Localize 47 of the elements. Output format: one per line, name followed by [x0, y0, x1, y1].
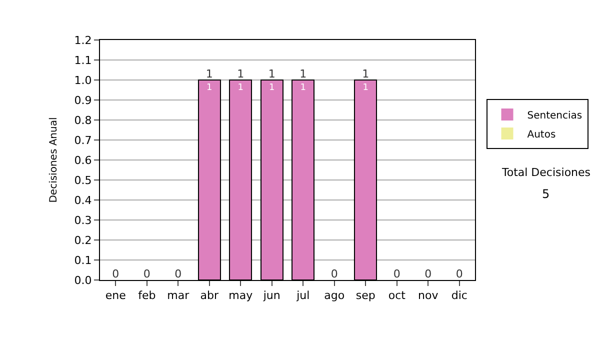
total-label: 1: [237, 67, 244, 80]
y-tick-label: 0.4: [74, 194, 92, 207]
x-tick-label: ene: [105, 289, 126, 302]
total-label: 1: [268, 67, 276, 80]
total-label: 0: [424, 267, 432, 280]
total-label: 0: [330, 267, 338, 280]
x-tick-label: abr: [200, 289, 219, 302]
y-tick-label: 0.1: [74, 254, 92, 267]
x-tick-label: jul: [296, 289, 310, 302]
y-tick-label: 0.8: [74, 114, 92, 127]
x-tick-label: nov: [418, 289, 439, 302]
y-axis-title: Decisiones Anual: [48, 117, 60, 203]
total-label: 1: [206, 67, 213, 80]
y-tick-label: 1.0: [74, 74, 92, 87]
total-label: 0: [456, 267, 463, 280]
x-tick-label: ago: [324, 289, 345, 302]
legend-label: Sentencias: [527, 110, 582, 122]
x-tick-label: dic: [451, 289, 468, 302]
data-label: 1: [269, 83, 275, 93]
total-label: 0: [393, 267, 400, 280]
text: 5: [542, 187, 550, 201]
y-tick-label: 0.5: [74, 174, 92, 187]
total-label: 0: [143, 267, 150, 280]
text: Total Decisiones: [501, 166, 591, 179]
y-tick-label: 0.6: [74, 154, 92, 167]
data-label: 1: [300, 83, 306, 93]
total-label: 0: [112, 267, 120, 280]
x-tick-label: may: [228, 289, 254, 302]
y-tick-label: 0.9: [74, 94, 92, 107]
total-label: 1: [300, 67, 307, 80]
y-tick-label: 0.7: [74, 134, 92, 147]
x-tick-label: sep: [356, 289, 376, 302]
x-tick-label: feb: [138, 289, 156, 302]
legend-label: Autos: [527, 129, 556, 140]
x-tick-label: oct: [388, 289, 406, 302]
y-tick-label: 0.2: [74, 234, 92, 247]
x-tick-label: jun: [262, 289, 280, 302]
y-tick-label: 1.1: [74, 54, 92, 67]
y-tick-label: 1.2: [74, 34, 92, 47]
x-tick-label: mar: [167, 289, 190, 302]
y-tick-label: 0.0: [74, 274, 92, 287]
y-tick-label: 0.3: [74, 214, 92, 227]
data-label: 1: [362, 83, 368, 93]
total-label: 1: [362, 67, 370, 80]
total-label: 0: [174, 267, 182, 280]
data-label: 1: [206, 83, 212, 93]
data-label: 1: [238, 83, 244, 93]
